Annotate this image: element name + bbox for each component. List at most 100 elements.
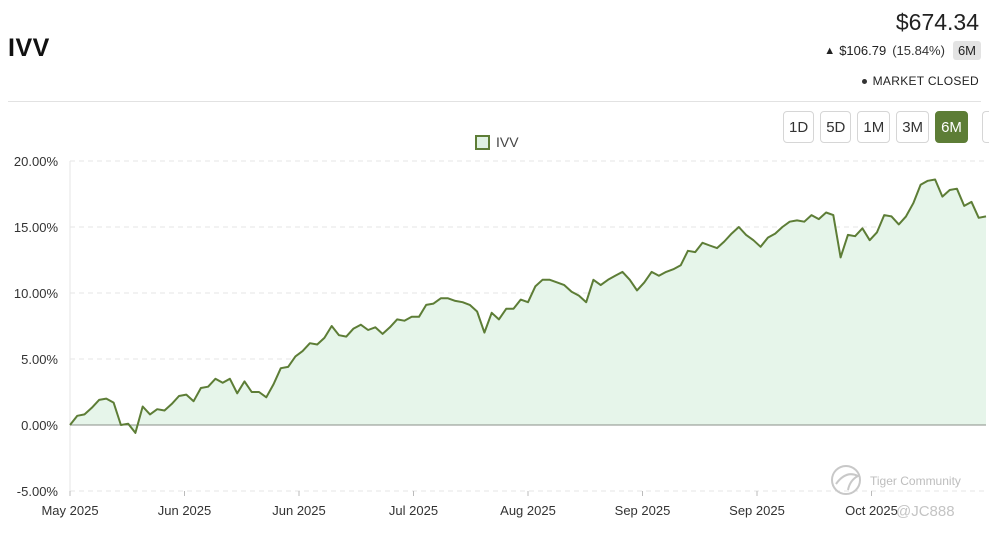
data-point bbox=[570, 290, 574, 294]
x-axis: May 2025 Jun 2025 Jun 2025 Jul 2025 Aug 2025… bbox=[41, 491, 898, 518]
y-tick-label: 0.00% bbox=[21, 418, 58, 433]
data-point bbox=[490, 311, 494, 315]
x-tick-label: Oct 2025 bbox=[845, 503, 898, 518]
range-button-1d[interactable]: 1D bbox=[783, 111, 815, 143]
x-tick-label: May 2025 bbox=[41, 503, 98, 518]
data-point bbox=[184, 393, 188, 397]
data-point bbox=[810, 213, 814, 217]
data-point bbox=[875, 230, 879, 234]
data-point bbox=[410, 315, 414, 319]
data-point bbox=[802, 220, 806, 224]
data-point bbox=[402, 319, 406, 323]
data-point bbox=[577, 294, 581, 298]
data-point bbox=[337, 333, 341, 337]
data-point bbox=[439, 296, 443, 300]
range-button-1m[interactable]: 1M bbox=[857, 111, 891, 143]
status-dot-icon bbox=[861, 78, 867, 84]
period-badge: 6M bbox=[952, 41, 981, 60]
data-point bbox=[773, 232, 777, 236]
data-point bbox=[882, 213, 886, 217]
range-button-more[interactable] bbox=[982, 111, 989, 143]
x-tick-label: Sep 2025 bbox=[729, 503, 785, 518]
data-point bbox=[730, 232, 734, 236]
data-point bbox=[904, 214, 908, 218]
price-change-row: ▲ $106.79 (15.84%) 6M bbox=[824, 41, 981, 60]
series-line bbox=[69, 178, 987, 434]
data-point bbox=[831, 213, 835, 217]
data-point bbox=[584, 300, 588, 304]
x-tick-label: Jul 2025 bbox=[389, 503, 438, 518]
data-point bbox=[613, 274, 617, 278]
data-point bbox=[657, 274, 661, 278]
data-point bbox=[75, 414, 79, 418]
data-point bbox=[359, 323, 363, 327]
data-point bbox=[395, 317, 399, 321]
last-price: $674.34 bbox=[895, 9, 979, 35]
data-point bbox=[221, 381, 225, 385]
data-point bbox=[715, 246, 719, 250]
data-point bbox=[315, 342, 319, 346]
range-button-6m[interactable]: 6M bbox=[935, 111, 968, 143]
series-area bbox=[70, 179, 986, 433]
data-point bbox=[599, 283, 603, 287]
data-point bbox=[431, 302, 435, 306]
data-point bbox=[541, 278, 545, 282]
data-point bbox=[322, 336, 326, 340]
data-point bbox=[235, 391, 239, 395]
data-point bbox=[889, 214, 893, 218]
data-point bbox=[373, 325, 377, 329]
data-point bbox=[192, 399, 196, 403]
watermark: Tiger Community @JC888 bbox=[831, 465, 961, 520]
data-point bbox=[708, 243, 712, 247]
data-point bbox=[228, 377, 232, 381]
data-point bbox=[213, 377, 217, 381]
data-point bbox=[780, 225, 784, 229]
price-change: $106.79 bbox=[839, 43, 887, 58]
data-point bbox=[919, 183, 923, 187]
x-tick-label: Sep 2025 bbox=[615, 503, 671, 518]
y-axis: 20.00% 15.00% 10.00% 5.00% 0.00% -5.00% bbox=[14, 154, 59, 499]
data-point bbox=[301, 349, 305, 353]
data-point bbox=[962, 204, 966, 208]
data-point bbox=[293, 354, 297, 358]
data-point bbox=[926, 179, 930, 183]
data-point bbox=[308, 341, 312, 345]
data-point bbox=[366, 328, 370, 332]
watermark-user: @JC888 bbox=[896, 503, 955, 520]
data-point bbox=[272, 382, 276, 386]
data-point bbox=[737, 225, 741, 229]
data-point bbox=[344, 335, 348, 339]
data-point bbox=[671, 267, 675, 271]
data-point bbox=[461, 300, 465, 304]
data-point bbox=[242, 379, 246, 383]
data-point bbox=[860, 226, 864, 230]
data-point bbox=[68, 423, 72, 427]
data-point bbox=[642, 280, 646, 284]
data-point bbox=[868, 238, 872, 242]
range-button-5d[interactable]: 5D bbox=[820, 111, 852, 143]
data-point bbox=[257, 390, 261, 394]
data-point bbox=[650, 270, 654, 274]
header-divider bbox=[8, 101, 981, 102]
data-point bbox=[853, 234, 857, 238]
data-point bbox=[504, 307, 508, 311]
data-point bbox=[163, 408, 167, 412]
data-point bbox=[759, 245, 763, 249]
data-point bbox=[453, 299, 457, 303]
data-point bbox=[250, 390, 254, 394]
data-point bbox=[679, 263, 683, 267]
data-point bbox=[795, 218, 799, 222]
range-button-3m[interactable]: 3M bbox=[896, 111, 930, 143]
data-point bbox=[482, 331, 486, 335]
data-point bbox=[352, 327, 356, 331]
x-tick-label: Jun 2025 bbox=[158, 503, 212, 518]
data-point bbox=[468, 303, 472, 307]
data-point bbox=[388, 325, 392, 329]
data-point bbox=[381, 332, 385, 336]
grid-lines bbox=[69, 160, 986, 492]
data-point bbox=[119, 423, 123, 427]
data-point bbox=[155, 407, 159, 411]
data-point bbox=[911, 201, 915, 205]
chart-legend[interactable]: IVV bbox=[475, 134, 519, 150]
data-point bbox=[112, 401, 116, 405]
